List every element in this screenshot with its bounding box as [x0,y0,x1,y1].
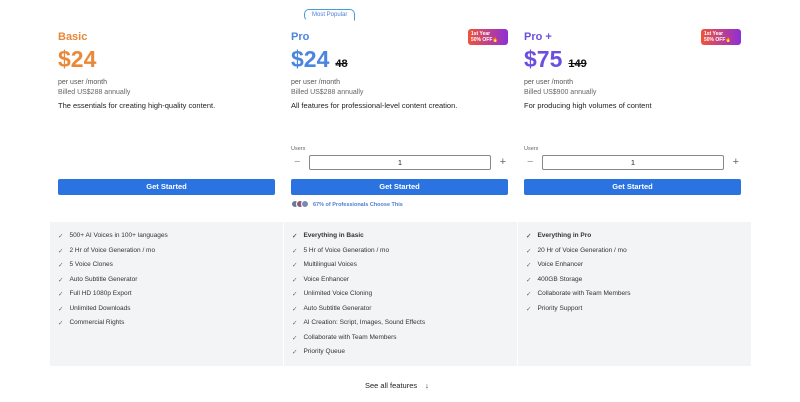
check-icon: ✓ [526,276,532,284]
get-started-button[interactable]: Get Started [291,179,508,195]
plan-name: Basic [58,31,88,43]
check-icon: ✓ [526,247,532,255]
feature-list-panel: ✓ 500+ AI Voices in 100+ languages ✓ 2 Hr o… [50,222,283,366]
check-icon: ✓ [58,291,64,298]
billing-note: Billed US$288 annually [291,89,364,96]
feature-item: ✓ Auto Subtitle Generator [58,276,168,291]
plan-name: Pro [291,31,310,43]
check-icon: ✓ [292,334,298,342]
check-icon: ✓ [58,262,64,269]
discount-badge: 1st Year 50% OFF🔥 [468,29,508,45]
feature-item: ✓ Voice Enhancer [526,261,631,276]
get-started-button[interactable]: Get Started [58,179,275,195]
price-unit: per user /month [291,79,341,86]
plan-price: $75 149 [524,46,587,72]
check-icon: ✓ [526,262,532,269]
check-icon: ✓ [58,320,64,327]
check-icon: ✓ [292,305,298,313]
original-price: 48 [335,58,348,70]
plan-description: For producing high volumes of content [524,101,652,110]
avatar-group [291,200,309,210]
price-unit: per user /month [58,79,108,86]
feature-list-panel: ✓ Everything in Pro ✓ 20 Hr of Voice Genera… [518,222,751,366]
check-icon: ✓ [292,349,298,356]
check-icon: ✓ [526,305,532,313]
feature-item: ✓ Collaborate with Team Members [526,290,631,305]
check-icon: ✓ [526,233,532,240]
feature-item: ✓ Full HD 1080p Export [58,290,168,305]
price-unit: per user /month [524,79,574,86]
feature-item: ✓ Everything in Pro [526,232,631,247]
feature-item: ✓ Auto Subtitle Generator [292,305,425,320]
original-price: 149 [568,58,587,70]
see-all-features-link[interactable]: See all features ↓ [365,381,429,390]
users-input[interactable]: 1 [309,155,491,170]
feature-item: ✓ 2 Hr of Voice Generation / mo [58,247,168,262]
feature-item: ✓ Unlimited Voice Cloning [292,290,425,305]
plan-price: $24 48 [291,46,348,72]
billing-note: Billed US$288 annually [58,89,131,96]
most-popular-tag: Most Popular [304,9,356,21]
feature-item: ✓ 20 Hr of Voice Generation / mo [526,247,631,262]
feature-item: ✓ Priority Support [526,305,631,320]
plus-button[interactable]: + [732,156,739,168]
feature-item: ✓ Priority Queue [292,348,425,363]
check-icon: ✓ [58,305,64,313]
feature-list-panel: ✓ Everything in Basic ✓ 5 Hr of Voice Gener… [284,222,517,366]
plan-description: All features for professional-level cont… [291,101,458,110]
check-icon: ✓ [526,291,532,298]
plan-description: The essentials for creating high-quality… [58,101,216,110]
feature-item: ✓ Multilingual Voices [292,261,425,276]
feature-item: ✓ 5 Voice Clones [58,261,168,276]
plan-price: $24 [58,46,97,72]
users-label: Users [291,146,306,152]
check-icon: ✓ [292,276,298,284]
discount-badge: 1st Year 50% OFF🔥 [701,29,741,45]
minus-button[interactable]: − [294,156,301,168]
feature-item: ✓ 500+ AI Voices in 100+ languages [58,232,168,247]
feature-item: ✓ Collaborate with Team Members [292,334,425,349]
plus-button[interactable]: + [499,156,506,168]
get-started-button[interactable]: Get Started [524,179,741,195]
check-icon: ✓ [58,233,64,240]
users-stepper: −1 + [291,155,508,170]
check-icon: ✓ [58,276,64,284]
feature-item: ✓ Commercial Rights [58,319,168,334]
users-stepper: −1 + [524,155,741,170]
check-icon: ✓ [292,233,298,240]
check-icon: ✓ [292,262,298,269]
feature-item: ✓ AI Creation: Script, Images, Sound Effe… [292,319,425,334]
check-icon: ✓ [58,247,64,255]
plan-name: Pro + [524,31,552,43]
check-icon: ✓ [292,247,298,255]
arrow-down-icon: ↓ [425,381,429,390]
check-icon: ✓ [292,320,298,327]
users-input[interactable]: 1 [542,155,724,170]
feature-item: ✓ Unlimited Downloads [58,305,168,320]
check-icon: ✓ [292,291,298,298]
social-proof: 67% of Professionals Choose This [291,200,403,210]
users-label: Users [524,146,539,152]
billing-note: Billed US$900 annually [524,89,597,96]
feature-item: ✓ Everything in Basic [292,232,425,247]
feature-item: ✓ Voice Enhancer [292,276,425,291]
feature-item: ✓ 400GB Storage [526,276,631,291]
minus-button[interactable]: − [527,156,534,168]
feature-item: ✓ 5 Hr of Voice Generation / mo [292,247,425,262]
